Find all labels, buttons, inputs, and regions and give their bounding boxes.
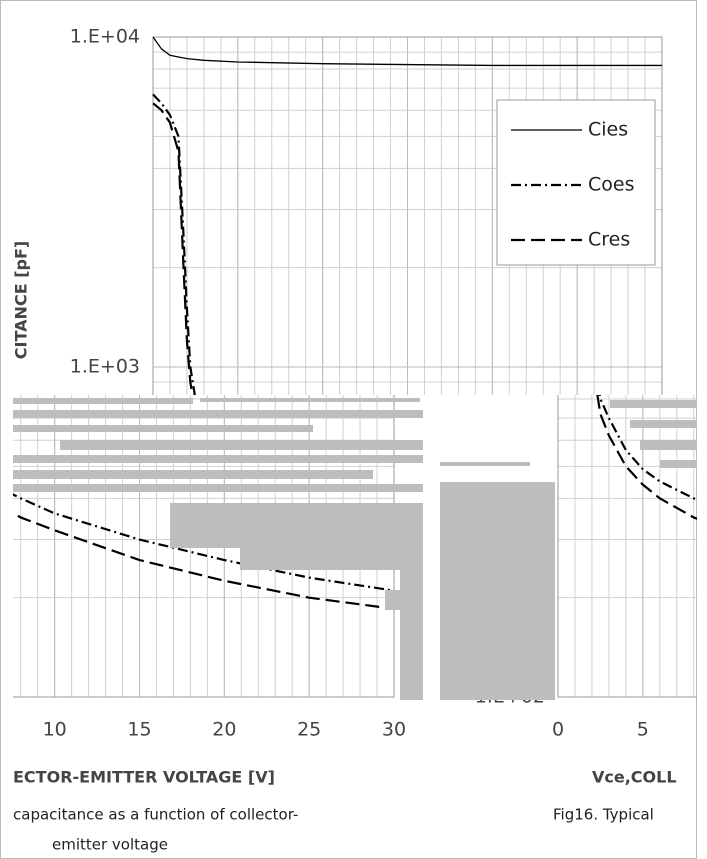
series-line [0,37,394,65]
x-tick-label: 0 [552,719,564,741]
x-tick-label: 30 [382,719,406,741]
legend-label: Cies [588,119,628,141]
legend-label: Cres [588,229,630,251]
x-tick-label: 20 [480,719,504,741]
x-tick-label: 5 [637,719,649,741]
caption-line: capacitance as a function of collector- [13,806,298,824]
x-axis-label: ECTOR-EMITTER VOLTAGE [V] [13,768,275,787]
chart-view-top: 0 5 10 15 20 25 301.E+021.E+031.E+04 [70,26,674,741]
x-tick-label: 15 [127,719,151,741]
y-tick-label: 1.E+03 [70,356,140,378]
series-line [558,37,707,65]
legend-label: Coes [588,174,634,196]
x-tick-label: 25 [297,719,321,741]
series-line [13,493,395,592]
caption-line: emitter voltage [52,836,168,854]
series-line [596,395,697,520]
x-tick-label: 10 [43,719,67,741]
series-line [13,511,395,610]
legend-box [496,99,656,266]
x-tick-label: 30 [650,719,674,741]
glitch-blocks [13,395,697,755]
series-line [152,93,196,395]
series-line [152,102,194,395]
y-tick-label: 1.E+04 [70,26,140,48]
caption-right: Fig16. Typical [553,806,654,824]
y-axis-label: CITANCE [pF] [12,241,31,359]
x-tick-label: 25 [565,719,589,741]
x-tick-label: 20 [212,719,236,741]
plot-frame [13,395,395,698]
plot-frame [152,36,663,395]
x-axis-label-right: Vce,COLL [592,768,677,787]
series-line [152,36,662,67]
legend: Cies Coes Cres [496,99,656,266]
